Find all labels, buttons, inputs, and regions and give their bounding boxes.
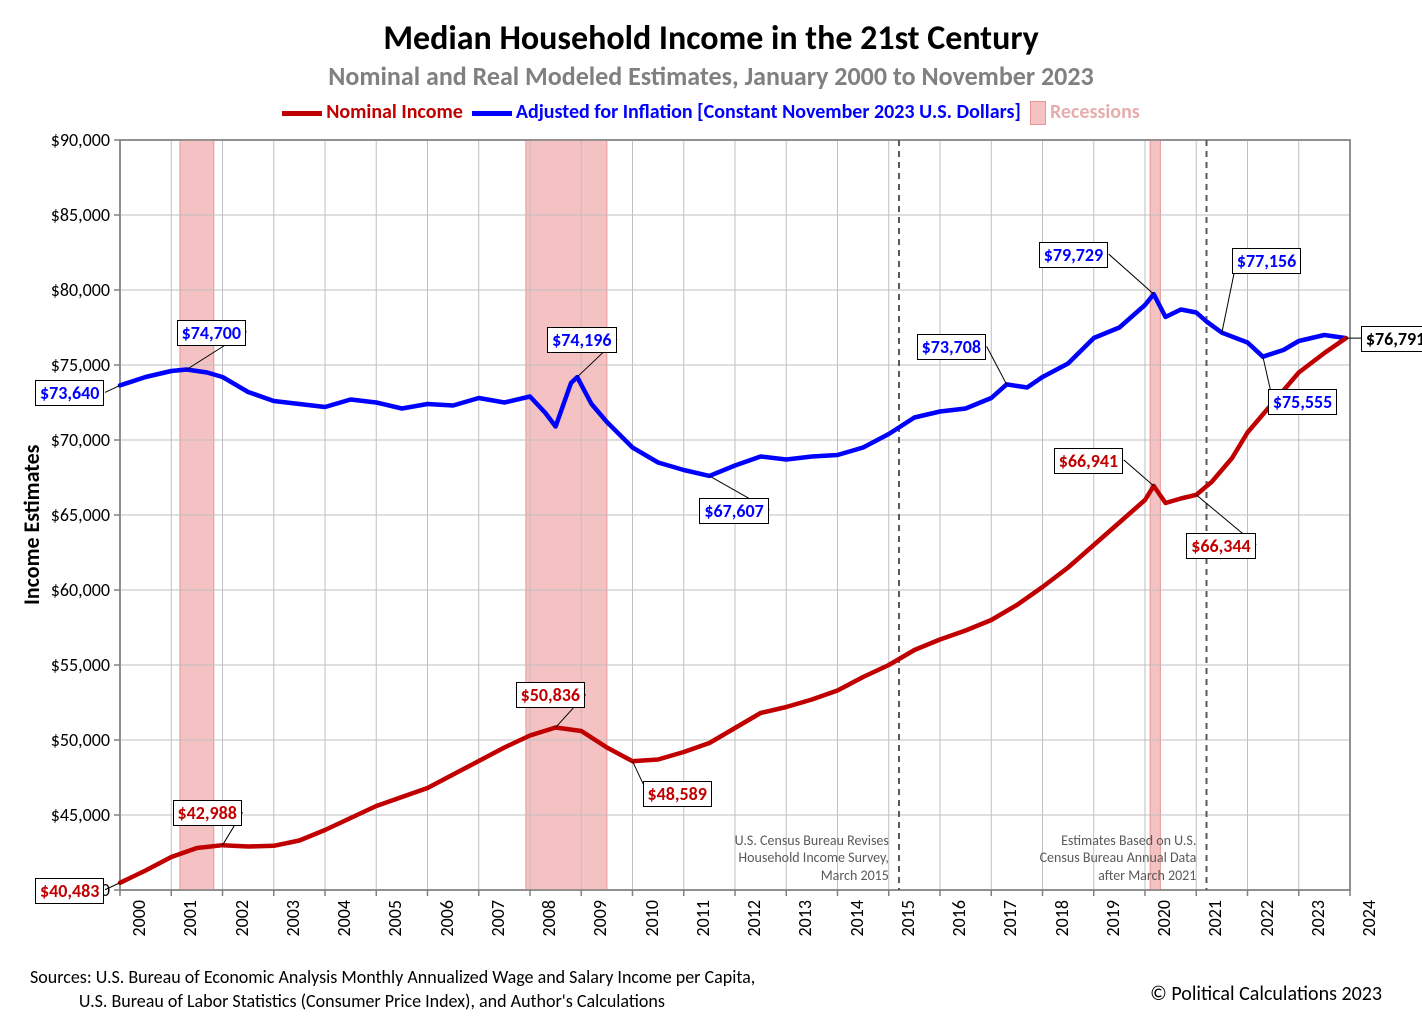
y-tick-label: $55,000 — [28, 654, 110, 676]
callout-label: $50,836 — [516, 682, 585, 708]
callout-label: $73,708 — [917, 334, 986, 360]
x-tick-label: 2020 — [1153, 900, 1175, 948]
x-tick-label: 2012 — [743, 900, 765, 948]
x-tick-label: 2003 — [282, 900, 304, 948]
callout-label: $66,344 — [1186, 533, 1255, 559]
x-tick-label: 2016 — [948, 900, 970, 948]
y-tick-label: $90,000 — [28, 129, 110, 151]
x-tick-label: 2022 — [1256, 900, 1278, 948]
plot-area — [0, 0, 1422, 900]
x-tick-label: 2009 — [589, 900, 611, 948]
x-tick-label: 2015 — [897, 900, 919, 948]
y-tick-label: $65,000 — [28, 504, 110, 526]
y-tick-label: $60,000 — [28, 579, 110, 601]
x-tick-label: 2010 — [641, 900, 663, 948]
x-tick-label: 2014 — [846, 900, 868, 948]
callout-label: $74,700 — [177, 320, 246, 346]
x-tick-label: 2023 — [1307, 900, 1329, 948]
callout-label: $67,607 — [699, 498, 768, 524]
callout-label: $40,483 — [35, 878, 104, 904]
chart-note: Estimates Based on U.S. Census Bureau An… — [1040, 832, 1197, 885]
copyright-text: © Political Calculations 2023 — [1150, 982, 1382, 1006]
x-tick-label: 2002 — [231, 900, 253, 948]
x-tick-label: 2013 — [794, 900, 816, 948]
callout-label: $77,156 — [1232, 248, 1301, 274]
x-tick-label: 2000 — [128, 900, 150, 948]
x-tick-label: 2006 — [436, 900, 458, 948]
callout-label: $76,791 — [1361, 326, 1422, 352]
y-tick-label: $50,000 — [28, 729, 110, 751]
y-tick-label: $70,000 — [28, 429, 110, 451]
x-tick-label: 2018 — [1051, 900, 1073, 948]
callout-label: $66,941 — [1054, 448, 1123, 474]
callout-label: $79,729 — [1039, 242, 1108, 268]
y-tick-label: $85,000 — [28, 204, 110, 226]
y-tick-label: $75,000 — [28, 354, 110, 376]
chart-container: Median Household Income in the 21st Cent… — [0, 0, 1422, 1033]
x-tick-label: 2021 — [1204, 900, 1226, 948]
x-tick-label: 2001 — [179, 900, 201, 948]
callout-label: $48,589 — [643, 781, 712, 807]
x-tick-label: 2004 — [333, 900, 355, 948]
callout-label: $73,640 — [35, 380, 104, 406]
y-tick-label: $80,000 — [28, 279, 110, 301]
x-tick-label: 2024 — [1358, 900, 1380, 948]
sources-text: Sources: U.S. Bureau of Economic Analysi… — [30, 965, 755, 1014]
callout-label: $75,555 — [1268, 389, 1337, 415]
chart-note: U.S. Census Bureau Revises Household Inc… — [735, 832, 889, 885]
x-tick-label: 2011 — [692, 900, 714, 948]
callout-label: $42,988 — [173, 800, 242, 826]
callout-label: $74,196 — [547, 327, 616, 353]
x-tick-label: 2019 — [1102, 900, 1124, 948]
y-tick-label: $45,000 — [28, 804, 110, 826]
x-tick-label: 2008 — [538, 900, 560, 948]
x-tick-label: 2005 — [384, 900, 406, 948]
x-tick-label: 2007 — [487, 900, 509, 948]
x-tick-label: 2017 — [999, 900, 1021, 948]
